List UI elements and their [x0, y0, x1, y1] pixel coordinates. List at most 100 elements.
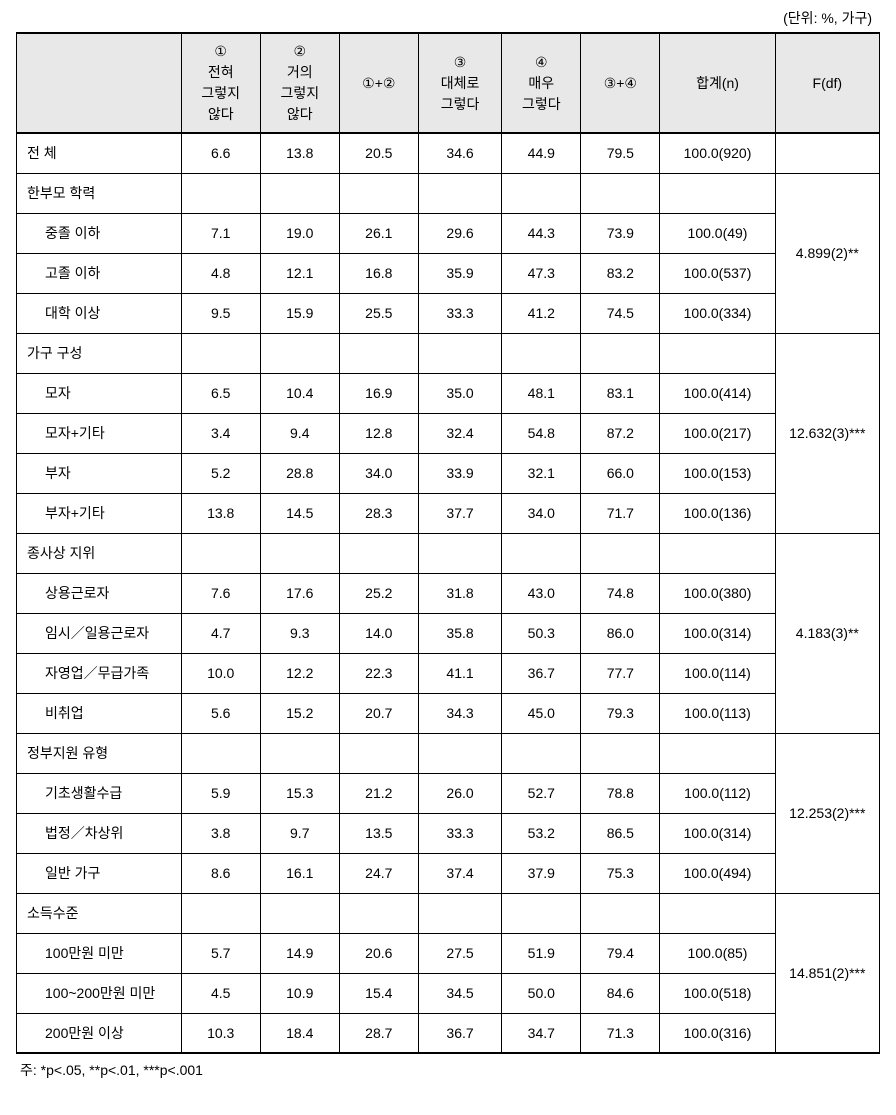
data-cell: 52.7 [502, 773, 581, 813]
data-cell: 3.8 [181, 813, 260, 853]
empty-cell [581, 173, 660, 213]
data-cell: 100.0(380) [660, 573, 775, 613]
table-row: 상용근로자7.617.625.231.843.074.8100.0(380) [17, 573, 880, 613]
header-col-7: 합계(n) [660, 33, 775, 133]
data-cell: 37.9 [502, 853, 581, 893]
data-cell: 100.0(113) [660, 693, 775, 733]
empty-cell [660, 533, 775, 573]
empty-cell [418, 173, 501, 213]
data-cell: 28.3 [339, 493, 418, 533]
data-cell: 35.9 [418, 253, 501, 293]
table-row: 부자5.228.834.033.932.166.0100.0(153) [17, 453, 880, 493]
sub-row-label: 모자 [17, 373, 182, 413]
empty-cell [418, 733, 501, 773]
sub-row-label: 자영업／무급가족 [17, 653, 182, 693]
data-cell: 7.1 [181, 213, 260, 253]
data-cell: 15.4 [339, 973, 418, 1013]
sub-row-label: 부자+기타 [17, 493, 182, 533]
data-cell: 15.2 [260, 693, 339, 733]
data-cell: 12.1 [260, 253, 339, 293]
empty-cell [181, 893, 260, 933]
data-cell: 100.0(518) [660, 973, 775, 1013]
data-cell: 15.9 [260, 293, 339, 333]
data-cell: 75.3 [581, 853, 660, 893]
data-cell: 73.9 [581, 213, 660, 253]
empty-cell [181, 733, 260, 773]
data-cell: 26.1 [339, 213, 418, 253]
header-col-2: ②거의그렇지않다 [260, 33, 339, 133]
data-cell: 16.1 [260, 853, 339, 893]
empty-cell [660, 173, 775, 213]
f-value-cell: 4.183(3)** [775, 533, 879, 733]
data-cell: 13.8 [260, 133, 339, 173]
data-cell: 29.6 [418, 213, 501, 253]
data-cell: 15.3 [260, 773, 339, 813]
data-cell: 20.5 [339, 133, 418, 173]
data-cell: 44.9 [502, 133, 581, 173]
f-value-cell: 12.632(3)*** [775, 333, 879, 533]
data-cell: 87.2 [581, 413, 660, 453]
data-cell: 14.5 [260, 493, 339, 533]
data-cell: 34.6 [418, 133, 501, 173]
empty-cell [339, 733, 418, 773]
data-cell: 53.2 [502, 813, 581, 853]
data-cell: 100.0(136) [660, 493, 775, 533]
section-header-row: 종사상 지위4.183(3)** [17, 533, 880, 573]
data-cell: 31.8 [418, 573, 501, 613]
section-header-label: 소득수준 [17, 893, 182, 933]
data-cell: 74.8 [581, 573, 660, 613]
table-row: 100~200만원 미만4.510.915.434.550.084.6100.0… [17, 973, 880, 1013]
empty-cell [260, 173, 339, 213]
section-header-row: 소득수준14.851(2)*** [17, 893, 880, 933]
data-cell: 26.0 [418, 773, 501, 813]
data-cell: 48.1 [502, 373, 581, 413]
data-cell: 14.0 [339, 613, 418, 653]
data-cell: 27.5 [418, 933, 501, 973]
data-cell: 7.6 [181, 573, 260, 613]
data-cell: 21.2 [339, 773, 418, 813]
table-head: ①전혀그렇지않다 ②거의그렇지않다 ①+② ③대체로그렇다 ④매우그렇다 ③+④… [17, 33, 880, 133]
data-cell: 83.2 [581, 253, 660, 293]
data-cell: 100.0(537) [660, 253, 775, 293]
empty-cell [339, 333, 418, 373]
data-cell: 20.7 [339, 693, 418, 733]
data-cell: 19.0 [260, 213, 339, 253]
table-row: 전 체6.613.820.534.644.979.5100.0(920) [17, 133, 880, 173]
empty-cell [581, 333, 660, 373]
data-table: ①전혀그렇지않다 ②거의그렇지않다 ①+② ③대체로그렇다 ④매우그렇다 ③+④… [16, 32, 880, 1054]
table-row: 중졸 이하7.119.026.129.644.373.9100.0(49) [17, 213, 880, 253]
footnote: 주: *p<.05, **p<.01, ***p<.001 [16, 1060, 880, 1080]
data-cell: 5.2 [181, 453, 260, 493]
header-col-1: ①전혀그렇지않다 [181, 33, 260, 133]
sub-row-label: 상용근로자 [17, 573, 182, 613]
empty-cell [660, 333, 775, 373]
empty-cell [260, 733, 339, 773]
f-value-cell: 4.899(2)** [775, 173, 879, 333]
data-cell: 100.0(49) [660, 213, 775, 253]
header-col-3: ①+② [339, 33, 418, 133]
data-cell: 100.0(334) [660, 293, 775, 333]
sub-row-label: 중졸 이하 [17, 213, 182, 253]
table-row: 모자+기타3.49.412.832.454.887.2100.0(217) [17, 413, 880, 453]
sub-row-label: 대학 이상 [17, 293, 182, 333]
data-cell: 28.7 [339, 1013, 418, 1053]
sub-row-label: 100만원 미만 [17, 933, 182, 973]
data-cell: 100.0(217) [660, 413, 775, 453]
data-cell: 33.3 [418, 293, 501, 333]
data-cell: 8.6 [181, 853, 260, 893]
section-header-label: 정부지원 유형 [17, 733, 182, 773]
f-value-cell: 14.851(2)*** [775, 893, 879, 1053]
data-cell: 100.0(920) [660, 133, 775, 173]
empty-cell [418, 333, 501, 373]
header-col-5: ④매우그렇다 [502, 33, 581, 133]
sub-row-label: 200만원 이상 [17, 1013, 182, 1053]
data-cell: 17.6 [260, 573, 339, 613]
data-cell: 4.7 [181, 613, 260, 653]
data-cell: 100.0(114) [660, 653, 775, 693]
data-cell: 6.6 [181, 133, 260, 173]
unit-label: (단위: %, 가구) [16, 8, 880, 28]
data-cell: 32.1 [502, 453, 581, 493]
data-cell: 50.0 [502, 973, 581, 1013]
sub-row-label: 비취업 [17, 693, 182, 733]
empty-cell [502, 333, 581, 373]
